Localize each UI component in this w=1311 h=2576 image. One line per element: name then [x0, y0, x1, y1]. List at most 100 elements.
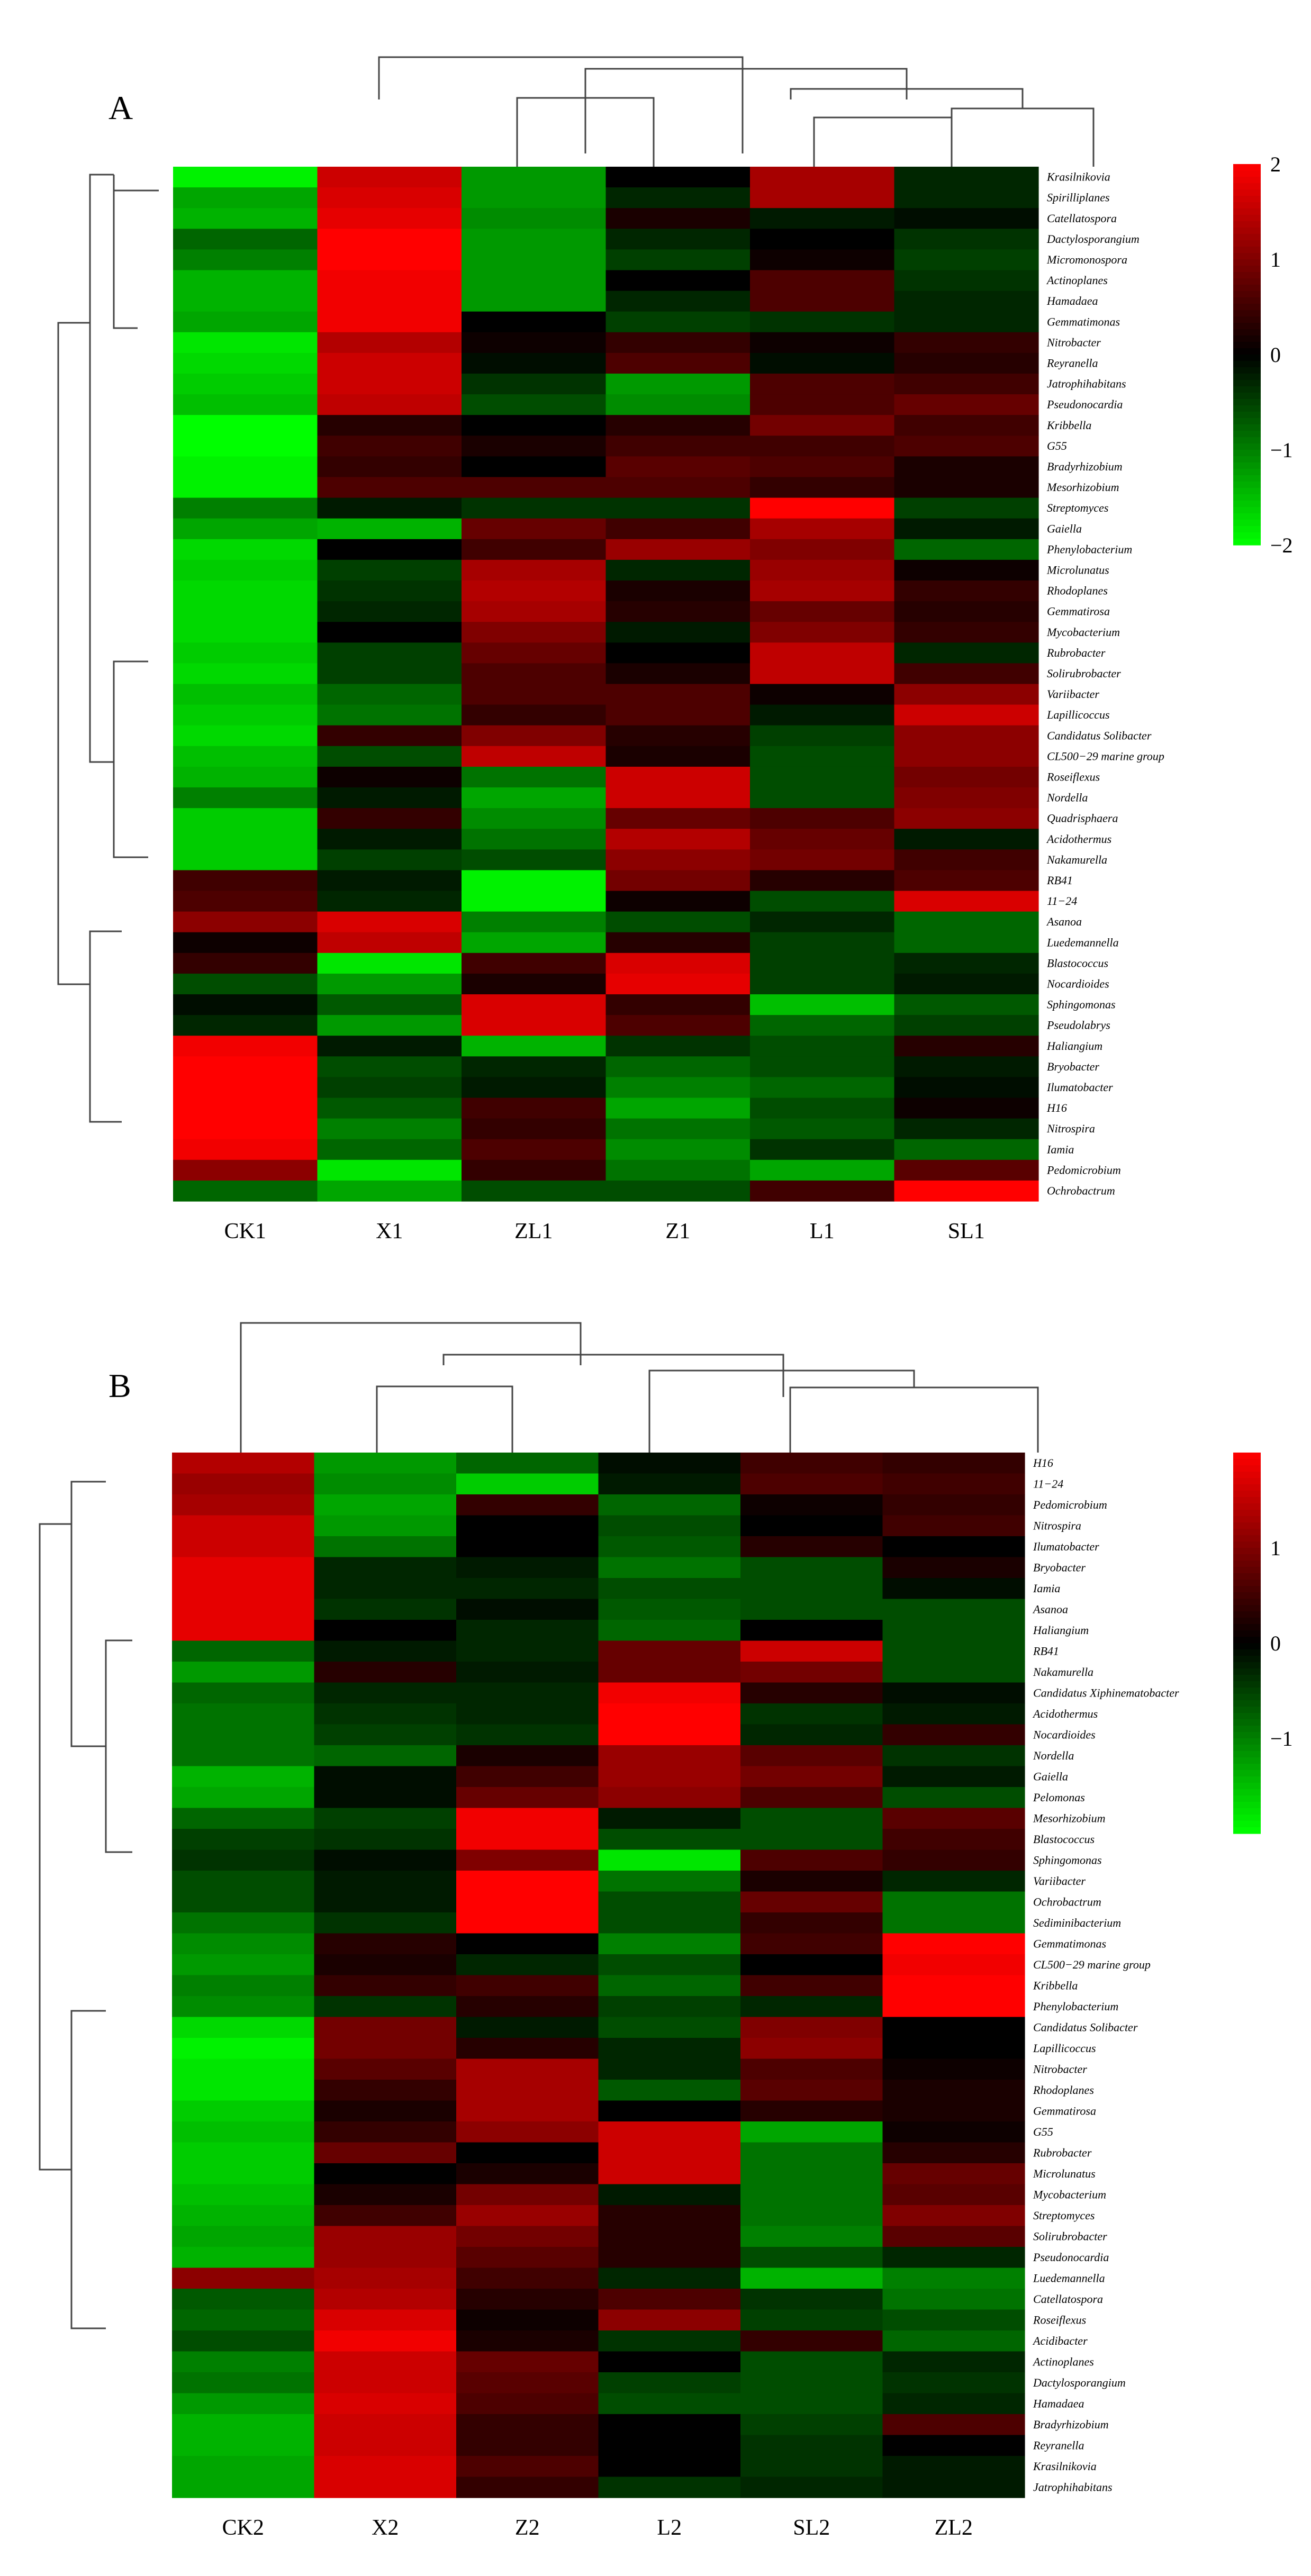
a-cell-bradyrhizobium-z1 [605, 456, 751, 478]
a-cell-cl500-29-marine-group-l1 [750, 746, 895, 767]
a-legend-swatch [1233, 513, 1261, 520]
b-cell-kribbella-ck2 [172, 1975, 315, 1997]
a-legend-swatch [1233, 304, 1261, 311]
a-cell-ilumatobacter-z1 [605, 1077, 751, 1099]
a-cell-reyranella-ck1 [173, 352, 318, 374]
b-cell-acidothermus-l2 [598, 1703, 741, 1725]
panel-b-column-labels: CK2 X2 Z2 L2 SL2 ZL2 [222, 2516, 973, 2540]
b-legend-tick-1: 1 [1270, 1536, 1281, 1560]
a-cell-quadrisphaera-z1 [605, 808, 751, 829]
b-legend-swatch [1233, 1548, 1261, 1555]
b-row-label-luedemannella: Luedemannella [1033, 2271, 1105, 2284]
b-cell-gemmatimonas-ck2 [172, 1933, 315, 1955]
b-cell-pseudonocardia-zl2 [882, 2247, 1025, 2269]
a-legend-swatch [1233, 450, 1261, 457]
b-cell-krasilnikovia-sl2 [740, 2456, 883, 2478]
b-cell-nitrobacter-ck2 [172, 2058, 315, 2080]
b-row-label-actinoplanes: Actinoplanes [1032, 2355, 1094, 2368]
b-cell-bradyrhizobium-l2 [598, 2414, 741, 2436]
b-cell-pseudonocardia-x2 [314, 2247, 457, 2269]
b-cell-solirubrobacter-l2 [598, 2226, 741, 2247]
b-cell-luedemannella-ck2 [172, 2267, 315, 2289]
a-legend-swatch [1233, 310, 1261, 317]
b-cell-catellatospora-l2 [598, 2289, 741, 2310]
a-cell-microlunatus-sl1 [894, 559, 1039, 581]
b-cell-roseiflexus-x2 [314, 2309, 457, 2331]
b-cell-candidatus-solibacter-x2 [314, 2017, 457, 2038]
a-cell-11-24-ck1 [173, 891, 318, 912]
a-row-label-asanoa: Asanoa [1046, 915, 1082, 928]
b-cell-nakamurella-ck2 [172, 1662, 315, 1683]
a-cell-nitrospira-l1 [750, 1118, 895, 1140]
a-row-label-g55: G55 [1047, 439, 1067, 452]
a-cell-g55-zl1 [462, 436, 607, 457]
b-cell-nitrospira-l2 [598, 1515, 741, 1537]
a-cell-nitrospira-z1 [605, 1118, 751, 1140]
a-cell-rhodoplanes-zl1 [462, 580, 607, 602]
b-legend-swatch [1233, 1707, 1261, 1713]
b-cell-hamadaea-x2 [314, 2393, 457, 2415]
b-row-label-nordella: Nordella [1033, 1749, 1074, 1762]
a-legend-swatch [1233, 228, 1261, 234]
panel-a-letter: A [109, 89, 133, 126]
a-cell-lapillicoccus-sl1 [894, 704, 1039, 726]
a-row-label-rubrobacter: Rubrobacter [1046, 646, 1106, 659]
b-cell-solirubrobacter-z2 [456, 2226, 599, 2247]
b-legend-swatch [1233, 1503, 1261, 1510]
b-row-label-dactylosporangium: Dactylosporangium [1033, 2376, 1126, 2389]
b-row-label-lapillicoccus: Lapillicoccus [1033, 2042, 1096, 2055]
a-cell-actinoplanes-l1 [750, 270, 895, 292]
b-cell-solirubrobacter-ck2 [172, 2226, 315, 2247]
b-legend-swatch [1233, 1802, 1261, 1809]
b-cell-nakamurella-l2 [598, 1662, 741, 1683]
b-cell-nordella-x2 [314, 1745, 457, 1767]
b-cell-candidatus-xiphinematobacter-x2 [314, 1682, 457, 1704]
a-cell-krasilnikovia-sl1 [894, 167, 1039, 188]
a-cell-quadrisphaera-ck1 [173, 808, 318, 829]
b-cell-mycobacterium-ck2 [172, 2184, 315, 2206]
a-cell-gaiella-zl1 [462, 518, 607, 540]
b-row-label-catellatospora: Catellatospora [1033, 2292, 1103, 2306]
a-cell-sphingomonas-sl1 [894, 994, 1039, 1015]
a-col-tree-branch2 [516, 97, 655, 167]
a-row-label-quadrisphaera: Quadrisphaera [1047, 812, 1118, 825]
a-cell-jatrophihabitans-x1 [317, 374, 462, 395]
a-cell-gemmatirosa-zl1 [462, 601, 607, 622]
b-cell-mycobacterium-zl2 [882, 2184, 1025, 2206]
b-column-label-z2: Z2 [515, 2516, 540, 2540]
a-row-tree-top [89, 174, 114, 763]
a-cell-haliangium-zl1 [462, 1036, 607, 1057]
a-cell-g55-sl1 [894, 436, 1039, 457]
a-cell-pseudonocardia-sl1 [894, 394, 1039, 415]
b-cell-sediminibacterium-ck2 [172, 1912, 315, 1934]
b-cell-lapillicoccus-ck2 [172, 2038, 315, 2060]
a-legend-swatch [1233, 399, 1261, 406]
a-legend-swatch [1233, 348, 1261, 355]
a-row-tree-mid [113, 660, 148, 858]
b-cell-acidibacter-l2 [598, 2330, 741, 2352]
b-row-label-nakamurella: Nakamurella [1033, 1665, 1093, 1679]
b-cell-bryobacter-zl2 [882, 1557, 1025, 1579]
a-row-label-dactylosporangium: Dactylosporangium [1046, 232, 1140, 246]
a-cell-rubrobacter-ck1 [173, 642, 318, 664]
a-cell-rb41-sl1 [894, 870, 1039, 892]
a-cell-lapillicoccus-z1 [605, 704, 751, 726]
b-legend-swatch [1233, 1827, 1261, 1834]
a-row-label-phenylobacterium: Phenylobacterium [1046, 542, 1132, 556]
a-cell-jatrophihabitans-l1 [750, 374, 895, 395]
a-cell-quadrisphaera-x1 [317, 808, 462, 829]
a-cell-micromonospora-ck1 [173, 249, 318, 271]
a-cell-pedomicrobium-sl1 [894, 1159, 1039, 1181]
a-legend-swatch [1233, 247, 1261, 253]
a-row-label-nakamurella: Nakamurella [1046, 853, 1107, 866]
a-cell-lapillicoccus-l1 [750, 704, 895, 726]
a-column-label-ck1: CK1 [224, 1219, 266, 1244]
b-cell-rhodoplanes-z2 [456, 2080, 599, 2101]
b-legend-swatch [1233, 1643, 1261, 1650]
a-column-label-sl1: SL1 [948, 1219, 985, 1244]
a-cell-gemmatimonas-z1 [605, 311, 751, 333]
b-cell-actinoplanes-zl2 [882, 2351, 1025, 2373]
a-cell-phenylobacterium-zl1 [462, 539, 607, 560]
a-cell-roseiflexus-ck1 [173, 766, 318, 788]
b-cell-iamia-ck2 [172, 1578, 315, 1600]
